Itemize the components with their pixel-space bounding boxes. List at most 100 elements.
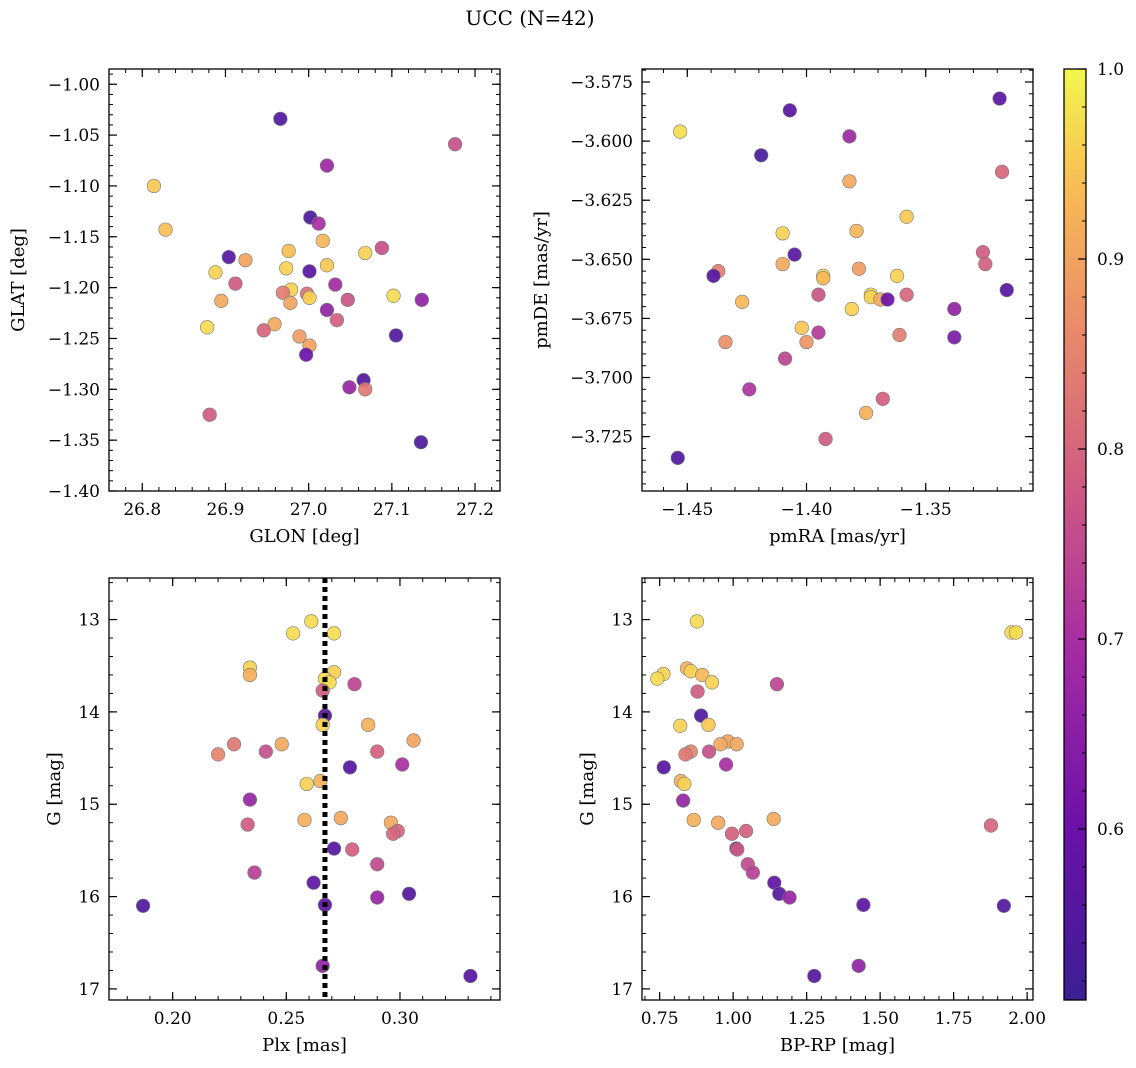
axes-frame [641, 577, 1034, 1001]
scatter-point [208, 265, 223, 280]
scatter-point [650, 671, 665, 686]
scatter-point [302, 264, 317, 279]
scatter-point [306, 875, 321, 890]
scatter-point [704, 675, 720, 690]
scatter-point [729, 737, 744, 752]
scatter-points [670, 91, 1014, 466]
y-tick-label: −3.725 [570, 428, 633, 448]
scatter-point [713, 737, 728, 752]
scatter-point [202, 407, 217, 422]
scatter-point [370, 857, 385, 872]
scatter-point [880, 292, 895, 307]
y-tick-label: 17 [611, 980, 633, 1000]
colorbar-tick-label: 0.6 [1097, 820, 1124, 840]
scatter-point [274, 737, 289, 752]
scatter-point [345, 842, 360, 857]
y-tick-label: −3.675 [570, 309, 633, 329]
scatter-point [329, 313, 345, 328]
y-tick-label: −3.600 [570, 132, 633, 152]
scatter-point [676, 793, 691, 808]
scatter-point [299, 776, 314, 792]
y-tick-label: 14 [611, 703, 633, 723]
scatter-point [370, 744, 385, 759]
scatter-point [304, 614, 319, 629]
scatter-point [386, 288, 401, 303]
x-tick-label: −1.35 [900, 500, 952, 520]
scatter-point [851, 261, 867, 276]
x-tick-label: 0.25 [267, 1009, 305, 1029]
colorbar-frame [1063, 68, 1087, 1001]
subplot-4: 0.75 1.00 1.25 1.50 1.75 2.00 13 14 15 16 17 BP-RP … [577, 577, 1046, 1056]
y-axis-label: G [mag] [577, 752, 598, 825]
y-tick-label: 14 [78, 703, 100, 723]
scatter-point [670, 450, 685, 466]
scatter-point [319, 258, 335, 273]
scatter-point [718, 757, 734, 772]
subplot-3: 0.20 0.25 0.30 13 14 15 16 17 Plx [mas] G [mag] [44, 577, 501, 1056]
colorbar-tick-label: 0.9 [1097, 250, 1124, 270]
y-tick-label: −1.35 [48, 431, 100, 451]
scatter-point [689, 614, 705, 629]
y-tick-label: 16 [611, 888, 633, 908]
scatter-points [135, 614, 478, 984]
scatter-point [463, 968, 478, 984]
scatter-point [228, 276, 243, 291]
scatter-point [711, 815, 726, 830]
scatter-point [340, 292, 355, 307]
x-axis-label: pmRA [mas/yr] [769, 526, 906, 547]
scatter-point [818, 431, 833, 447]
scatter-point [678, 747, 693, 762]
y-tick-label: −1.10 [48, 177, 100, 197]
scatter-point [730, 842, 745, 857]
scatter-point [856, 897, 871, 912]
scatter-point [319, 158, 335, 173]
scatter-point [273, 111, 288, 126]
scatter-point [146, 178, 162, 194]
scatter-point [892, 327, 907, 343]
scatter-point [842, 174, 857, 189]
x-tick-label: 26.9 [207, 500, 245, 520]
scatter-point [414, 292, 429, 307]
y-tick-label: −1.30 [48, 380, 100, 400]
y-tick-label: −1.15 [48, 228, 100, 248]
subplot-2: −1.45 −1.40 −1.35 −3.575 −3.600 −3.625 −3.650 −… [531, 68, 1034, 547]
scatter-point [724, 826, 740, 841]
scatter-point [370, 890, 385, 905]
y-tick-label: −3.700 [570, 369, 633, 389]
scatter-point [447, 137, 463, 152]
scatter-point [701, 717, 716, 732]
x-tick-label: 0.30 [381, 1009, 419, 1029]
scatter-point [701, 744, 717, 759]
scatter-point [975, 245, 991, 260]
y-tick-label: −1.00 [48, 75, 100, 95]
y-tick-label: −3.650 [570, 250, 633, 270]
scatter-point [258, 744, 273, 759]
scatter-point [297, 812, 312, 828]
minor-ticks [108, 69, 500, 492]
y-tick-label: 13 [611, 611, 633, 631]
colorbar-tick-label: 0.7 [1097, 630, 1124, 650]
scatter-point [851, 958, 866, 973]
scatter-point [328, 277, 343, 292]
scatter-point [361, 717, 376, 732]
scatter-point [238, 253, 253, 268]
scatter-point [859, 405, 874, 421]
scatter-point [799, 334, 814, 350]
scatter-point [242, 667, 258, 683]
scatter-point [996, 898, 1011, 913]
y-tick-label: 15 [611, 795, 633, 815]
scatter-point [947, 330, 962, 345]
scatter-point [844, 301, 859, 317]
scatter-point [983, 818, 999, 833]
scatter-point [292, 329, 307, 344]
colorbar: 0.6 0.7 0.8 0.9 1.0 [1063, 60, 1124, 1001]
colorbar-tick-label: 1.0 [1097, 60, 1124, 80]
scatter-point [899, 287, 914, 302]
scatter-point [406, 733, 421, 748]
scatter-point [374, 240, 389, 256]
scatter-points [146, 111, 463, 450]
scatter-point [992, 91, 1007, 106]
y-tick-label: −3.625 [570, 191, 633, 211]
scatter-point [267, 317, 282, 332]
scatter-point [388, 328, 404, 343]
